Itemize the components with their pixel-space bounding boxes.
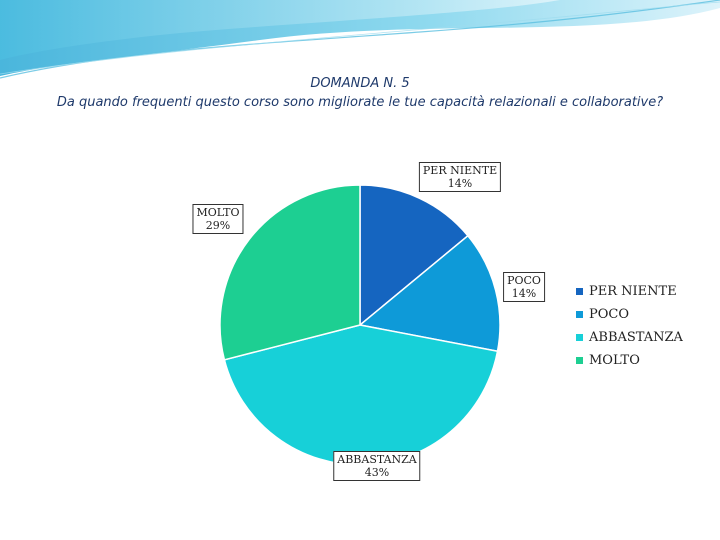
legend-label: PER NIENTE (589, 284, 677, 299)
legend-label: MOLTO (589, 353, 640, 368)
pie-chart (219, 184, 501, 466)
data-label-value: 14% (511, 287, 537, 300)
header-wave-highlight (0, 0, 560, 60)
pie-slice-poco (358, 234, 501, 353)
data-label-name: ABBASTANZA (337, 453, 417, 466)
data-label-name: PER NIENTE (422, 164, 498, 177)
legend-item: MOLTO (576, 349, 683, 372)
pie-slice-molto (219, 184, 361, 361)
data-label-value: 14% (447, 177, 473, 190)
legend-item: PER NIENTE (576, 280, 683, 303)
pie-slice-per-niente (359, 184, 469, 327)
legend-swatch (576, 311, 583, 318)
legend-item: POCO (576, 303, 683, 326)
data-label: MOLTO 29% (192, 204, 244, 234)
legend-swatch (576, 357, 583, 364)
data-label: ABBASTANZA 43% (333, 451, 421, 481)
data-label-name: POCO (507, 274, 541, 287)
data-label-value: 29% (205, 219, 231, 232)
data-label: PER NIENTE 14% (418, 162, 502, 192)
legend-label: POCO (589, 307, 630, 322)
legend-swatch (576, 288, 583, 295)
header-wave-line (0, 0, 720, 79)
data-label-value: 43% (364, 466, 390, 479)
legend: PER NIENTE POCO ABBASTANZA MOLTO (576, 280, 683, 372)
chart-subtitle: Da quando frequenti questo corso sono mi… (56, 95, 664, 110)
legend-label: ABBASTANZA (589, 330, 683, 345)
header-wave-line (0, 1, 720, 75)
chart-title: DOMANDA N. 5 (310, 76, 410, 91)
legend-swatch (576, 334, 583, 341)
data-label-name: MOLTO (196, 206, 240, 219)
legend-item: ABBASTANZA (576, 326, 683, 349)
data-label: POCO 14% (503, 272, 545, 302)
